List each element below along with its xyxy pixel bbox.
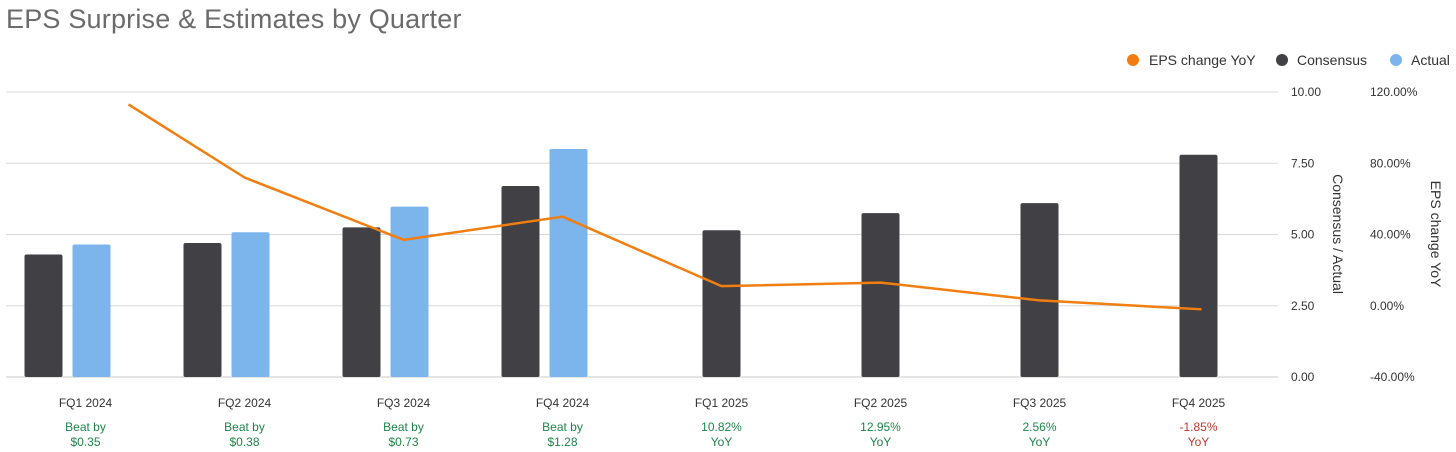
annotation-line2: $0.38 xyxy=(229,435,259,449)
consensus-bar xyxy=(342,227,381,377)
annotation-line1: -1.85% xyxy=(1179,420,1217,434)
left-axis-tick: 5.00 xyxy=(1291,228,1315,242)
annotation-line1: 2.56% xyxy=(1022,420,1056,434)
category-labels: FQ1 2024 FQ2 2024 FQ3 2024 FQ4 2024 FQ1 2025… xyxy=(59,396,1226,410)
left-axis-tick: 0.00 xyxy=(1291,370,1315,384)
annotation-line2: YoY xyxy=(870,435,892,449)
consensus-bar xyxy=(861,213,900,377)
legend-label: Actual xyxy=(1411,52,1450,68)
chart-title: EPS Surprise & Estimates by Quarter xyxy=(6,4,462,34)
annotation-line1: Beat by xyxy=(224,420,265,434)
consensus-bar xyxy=(1020,203,1059,377)
category-label: FQ1 2024 xyxy=(59,396,113,410)
left-axis-tick: 7.50 xyxy=(1291,156,1315,170)
left-axis-tick: 10.00 xyxy=(1291,85,1321,99)
annotation-line2: $0.35 xyxy=(70,435,100,449)
category-label: FQ4 2024 xyxy=(536,396,590,410)
annotation-line2: YoY xyxy=(1188,435,1210,449)
right-axis-tick: 0.00% xyxy=(1370,299,1404,313)
eps-change-line-layer xyxy=(127,103,1202,311)
category-label: FQ2 2025 xyxy=(854,396,908,410)
right-axis-tick: 40.00% xyxy=(1370,228,1411,242)
annotation-line1: Beat by xyxy=(383,420,424,434)
annotation-line1: Beat by xyxy=(542,420,583,434)
category-label: FQ4 2025 xyxy=(1172,396,1226,410)
right-axis-title: EPS change YoY xyxy=(1428,181,1444,288)
right-axis-tick: -40.00% xyxy=(1370,370,1415,384)
category-label: FQ1 2025 xyxy=(695,396,749,410)
annotation-line2: $1.28 xyxy=(547,435,577,449)
annotation-line2: YoY xyxy=(1029,435,1051,449)
annotation-line1: 10.82% xyxy=(701,420,742,434)
category-label: FQ3 2025 xyxy=(1013,396,1067,410)
legend-label: EPS change YoY xyxy=(1149,52,1256,68)
annotation-line2: $0.73 xyxy=(388,435,418,449)
legend-marker xyxy=(1276,54,1288,66)
annotation-line1: Beat by xyxy=(65,420,106,434)
eps-change-yoy-line xyxy=(127,103,1202,311)
annotation-line1: 12.95% xyxy=(860,420,901,434)
legend: EPS change YoY Consensus Actual xyxy=(1127,52,1450,68)
actual-bar xyxy=(390,206,429,377)
left-axis-title: Consensus / Actual xyxy=(1330,174,1346,294)
right-axis-tick: 80.00% xyxy=(1370,156,1411,170)
actual-bar xyxy=(231,232,270,377)
consensus-bar xyxy=(501,186,540,377)
consensus-bar xyxy=(183,243,222,377)
actual-bar xyxy=(72,244,111,377)
actual-bar xyxy=(549,149,588,377)
right-axis-tick: 120.00% xyxy=(1370,85,1418,99)
consensus-bar xyxy=(24,254,63,377)
category-label: FQ2 2024 xyxy=(218,396,272,410)
annotation-line2: YoY xyxy=(711,435,733,449)
left-axis-tick: 2.50 xyxy=(1291,299,1315,313)
legend-marker xyxy=(1390,54,1402,66)
legend-marker xyxy=(1127,54,1139,66)
category-label: FQ3 2024 xyxy=(377,396,431,410)
consensus-bar xyxy=(1179,154,1218,377)
bars-layer xyxy=(24,149,1218,377)
axis-ticks: 0.00 -40.00% 2.50 0.00% 5.00 40.00% 7.50 80.00%… xyxy=(1291,85,1418,384)
legend-label: Consensus xyxy=(1297,52,1367,68)
consensus-bar xyxy=(702,230,741,377)
